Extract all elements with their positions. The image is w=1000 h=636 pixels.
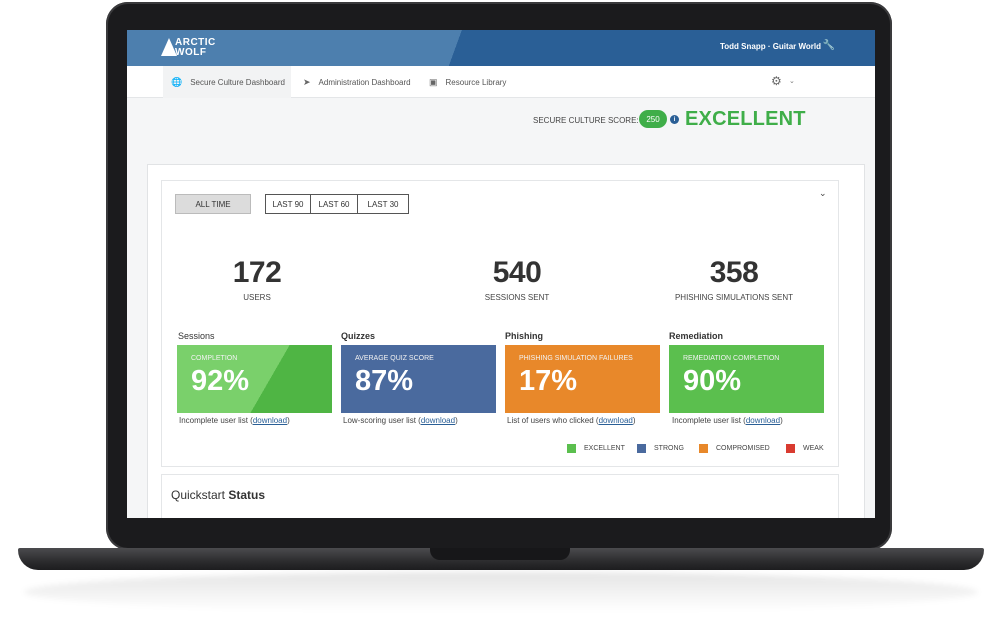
collapse-chevron-icon[interactable]: ⌄ [819, 188, 827, 198]
sessions-footnote: Incomplete user list (download) [179, 416, 290, 425]
legend-weak: WEAK [786, 444, 824, 453]
users-label: USERS [243, 293, 271, 302]
phishing-card: PHISHING SIMULATION FAILURES 17% [505, 345, 660, 413]
quizzes-card: AVERAGE QUIZ SCORE 87% [341, 345, 496, 413]
score-rating: EXCELLENT [685, 108, 806, 130]
score-badge: 250 [639, 110, 667, 128]
range-last-30-button[interactable]: LAST 30 [358, 194, 409, 214]
laptop-reflection [24, 572, 978, 612]
gear-icon[interactable]: ⚙ [771, 74, 782, 88]
tab-label: Administration Dashboard [318, 77, 411, 87]
quizzes-download-link[interactable]: download [420, 416, 456, 425]
sessions-card: COMPLETION 92% [177, 345, 332, 413]
globe-icon: 🌐 [171, 76, 183, 87]
sessions-title: Sessions [178, 331, 215, 341]
legend-excellent: EXCELLENT [567, 444, 625, 453]
top-header: ARCTIC WOLF Todd Snapp · Guitar World 🔧 [127, 30, 875, 66]
legend-strong: STRONG [637, 444, 684, 453]
legend-swatch [637, 444, 646, 453]
tab-administration-dashboard[interactable]: ➤ Administration Dashboard [299, 66, 424, 98]
card-percentage: 92% [191, 365, 250, 397]
main-nav: 🌐 Secure Culture Dashboard ➤ Administrat… [127, 66, 875, 98]
range-all-time-button[interactable]: ALL TIME [175, 194, 251, 214]
rocket-icon: ➤ [303, 76, 311, 87]
card-subtitle: REMEDIATION COMPLETION [683, 355, 780, 362]
logo-line-1: ARCTIC [175, 37, 216, 48]
quizzes-title: Quizzes [341, 331, 376, 341]
sessions-download-link[interactable]: download [252, 416, 288, 425]
phishing-sent-count: 358 [709, 256, 759, 289]
arctic-wolf-logo[interactable]: ARCTIC WOLF [161, 36, 221, 60]
phishing-footnote: List of users who clicked (download) [507, 416, 636, 425]
tab-secure-culture-dashboard[interactable]: 🌐 Secure Culture Dashboard [163, 66, 291, 98]
info-icon[interactable]: i [670, 115, 679, 124]
legend-compromised: COMPROMISED [699, 444, 770, 453]
range-last-60-button[interactable]: LAST 60 [311, 194, 358, 214]
tab-label: Secure Culture Dashboard [190, 77, 285, 87]
legend-swatch [567, 444, 576, 453]
users-count: 172 [232, 256, 282, 289]
user-account-label[interactable]: Todd Snapp · Guitar World [719, 42, 821, 51]
sessions-sent-count: 540 [492, 256, 542, 289]
card-subtitle: AVERAGE QUIZ SCORE [355, 355, 434, 362]
card-subtitle: COMPLETION [191, 355, 238, 362]
range-last-90-button[interactable]: LAST 90 [265, 194, 311, 214]
remediation-title: Remediation [669, 331, 724, 341]
chevron-down-icon[interactable]: ⌄ [789, 78, 795, 85]
quickstart-panel [161, 474, 839, 518]
phishing-download-link[interactable]: download [598, 416, 633, 425]
wrench-icon[interactable]: 🔧 [822, 40, 835, 51]
card-subtitle: PHISHING SIMULATION FAILURES [519, 355, 633, 362]
secure-culture-score-label: SECURE CULTURE SCORE: [533, 116, 639, 125]
sessions-sent-label: SESSIONS SENT [484, 293, 550, 302]
tab-resource-library[interactable]: ▣ Resource Library [429, 66, 529, 98]
remediation-footnote: Incomplete user list (download) [672, 416, 783, 425]
remediation-download-link[interactable]: download [745, 416, 781, 425]
legend-swatch [786, 444, 795, 453]
card-percentage: 87% [355, 365, 414, 397]
legend-swatch [699, 444, 708, 453]
laptop-notch [430, 548, 570, 560]
basket-icon: ▣ [429, 76, 438, 87]
phishing-title: Phishing [505, 331, 543, 341]
tab-label: Resource Library [445, 77, 507, 87]
metrics-panel [161, 180, 839, 467]
app-screen: ARCTIC WOLF Todd Snapp · Guitar World 🔧 … [127, 30, 875, 518]
wolf-logo-icon [161, 38, 177, 56]
phishing-sent-label: PHISHING SIMULATIONS SENT [674, 293, 794, 302]
quizzes-footnote: Low-scoring user list (download) [343, 416, 458, 425]
remediation-card: REMEDIATION COMPLETION 90% [669, 345, 824, 413]
quickstart-status-title: Quickstart Status [171, 488, 266, 502]
card-percentage: 90% [683, 365, 742, 397]
card-percentage: 17% [519, 365, 578, 397]
logo-line-2: WOLF [175, 47, 207, 58]
